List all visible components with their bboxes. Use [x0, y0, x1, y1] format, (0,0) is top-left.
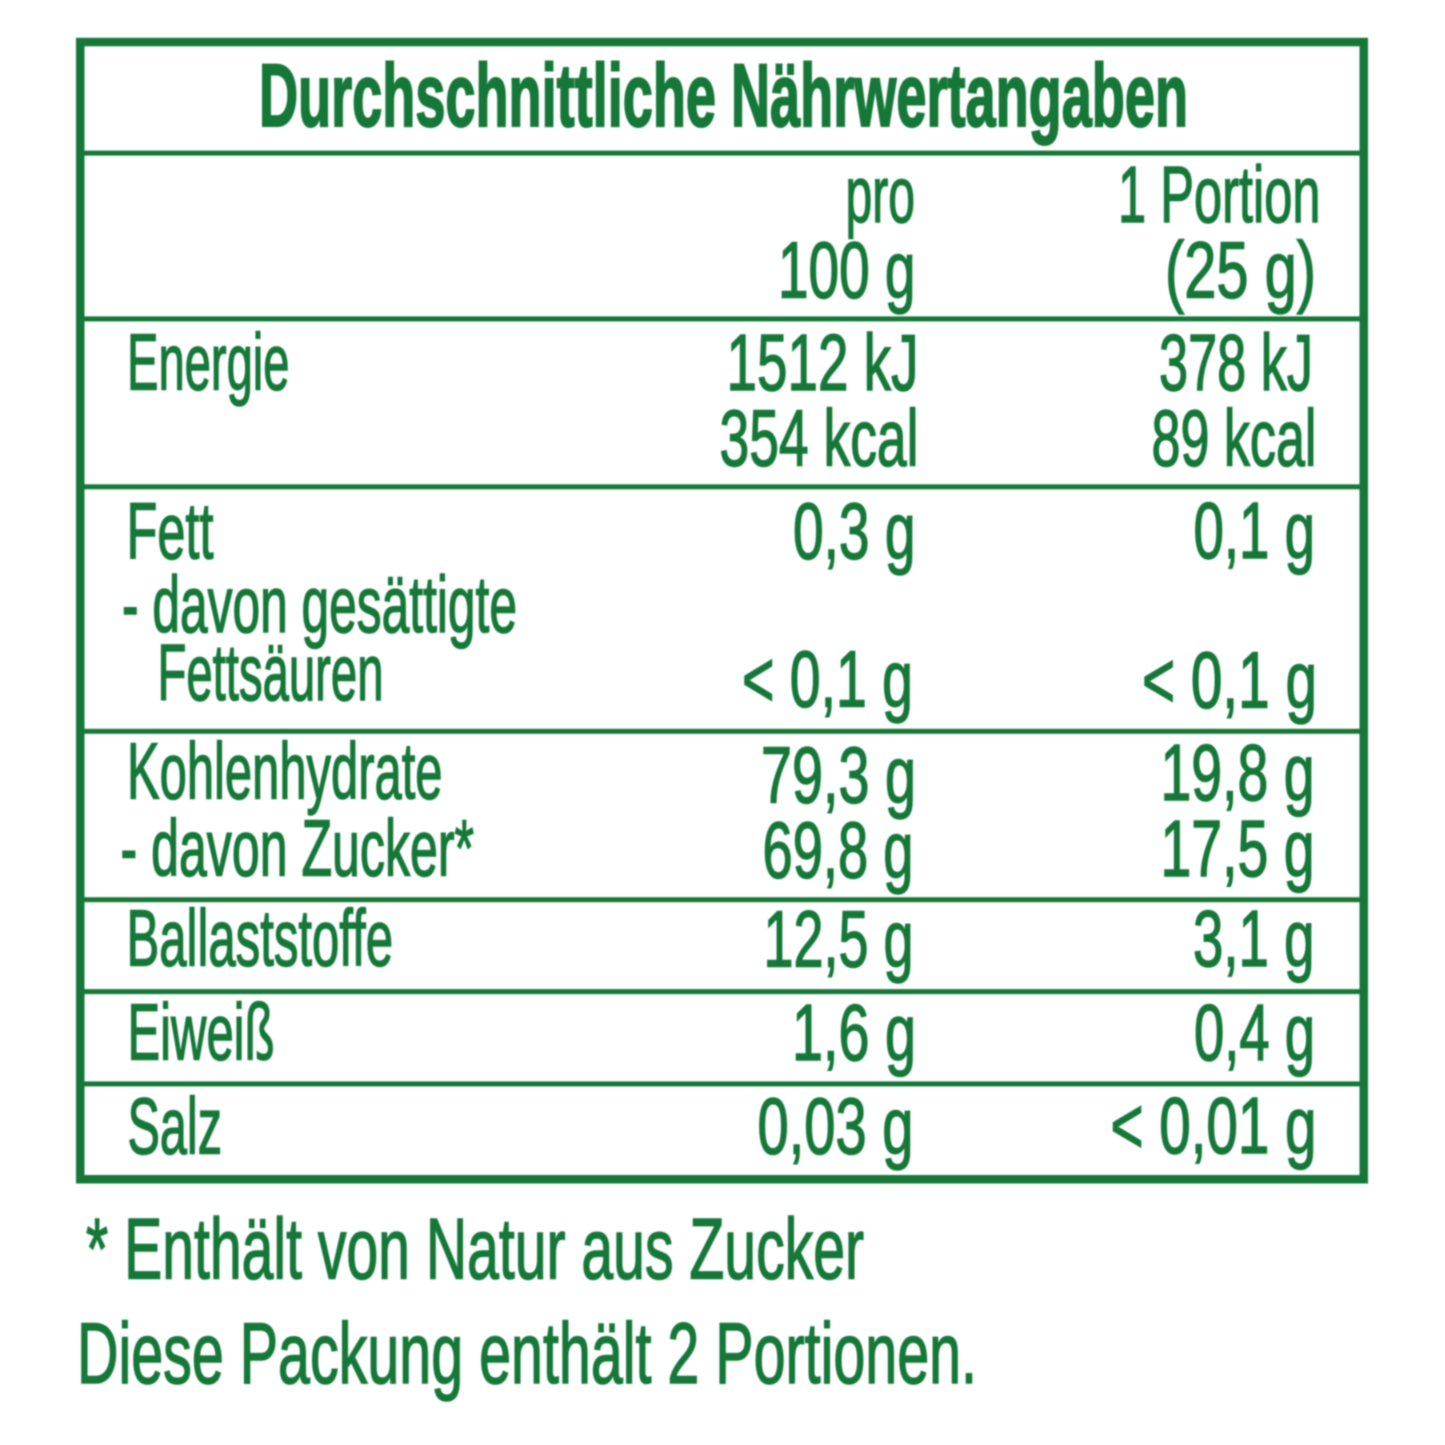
svg-text:100 g: 100 g	[778, 226, 916, 315]
svg-text:1,6 g: 1,6 g	[792, 988, 916, 1077]
svg-text:(25 g): (25 g)	[1165, 226, 1316, 315]
svg-text:< 0,01 g: < 0,01 g	[1111, 1081, 1317, 1170]
svg-text:Ballaststoffe: Ballaststoffe	[127, 894, 394, 983]
svg-text:Durchschnittliche Nährwertanga: Durchschnittliche Nährwertangaben	[259, 45, 1188, 145]
svg-text:1512 kJ: 1512 kJ	[727, 318, 919, 407]
svg-text:Diese Packung enthält 2 Portio: Diese Packung enthält 2 Portionen.	[77, 1306, 977, 1402]
svg-text:19,8 g: 19,8 g	[1161, 728, 1315, 817]
svg-text:1 Portion: 1 Portion	[1118, 150, 1321, 239]
svg-text:3,1 g: 3,1 g	[1193, 894, 1315, 983]
svg-text:Fettsäuren: Fettsäuren	[158, 628, 384, 717]
svg-text:89 kcal: 89 kcal	[1152, 393, 1317, 482]
svg-text:0,03 g: 0,03 g	[758, 1081, 914, 1170]
svg-text:0,1 g: 0,1 g	[1194, 486, 1316, 575]
svg-text:354 kcal: 354 kcal	[720, 394, 919, 483]
svg-text:Energie: Energie	[127, 317, 290, 406]
svg-text:378 kJ: 378 kJ	[1159, 318, 1313, 407]
svg-text:Kohlenhydrate: Kohlenhydrate	[127, 726, 443, 815]
svg-text:pro: pro	[846, 150, 916, 239]
svg-text:79,3 g: 79,3 g	[761, 730, 916, 819]
svg-text:Fett: Fett	[127, 487, 214, 576]
svg-text:12,5 g: 12,5 g	[764, 895, 914, 984]
svg-text:0,3 g: 0,3 g	[793, 486, 916, 575]
svg-text:- davon gesättigte: - davon gesättigte	[122, 560, 517, 649]
svg-text:Salz: Salz	[128, 1082, 223, 1171]
svg-text:* Enthält von Natur aus Zucker: * Enthält von Natur aus Zucker	[86, 1202, 864, 1298]
svg-text:17,5 g: 17,5 g	[1161, 804, 1315, 893]
svg-text:< 0,1 g: < 0,1 g	[742, 634, 913, 723]
svg-text:- davon Zucker*: - davon Zucker*	[121, 804, 475, 893]
svg-text:Eiweiß: Eiweiß	[128, 988, 275, 1077]
svg-text:69,8 g: 69,8 g	[763, 805, 914, 894]
svg-text:< 0,1 g: < 0,1 g	[1142, 636, 1317, 725]
svg-text:0,4 g: 0,4 g	[1194, 988, 1315, 1077]
